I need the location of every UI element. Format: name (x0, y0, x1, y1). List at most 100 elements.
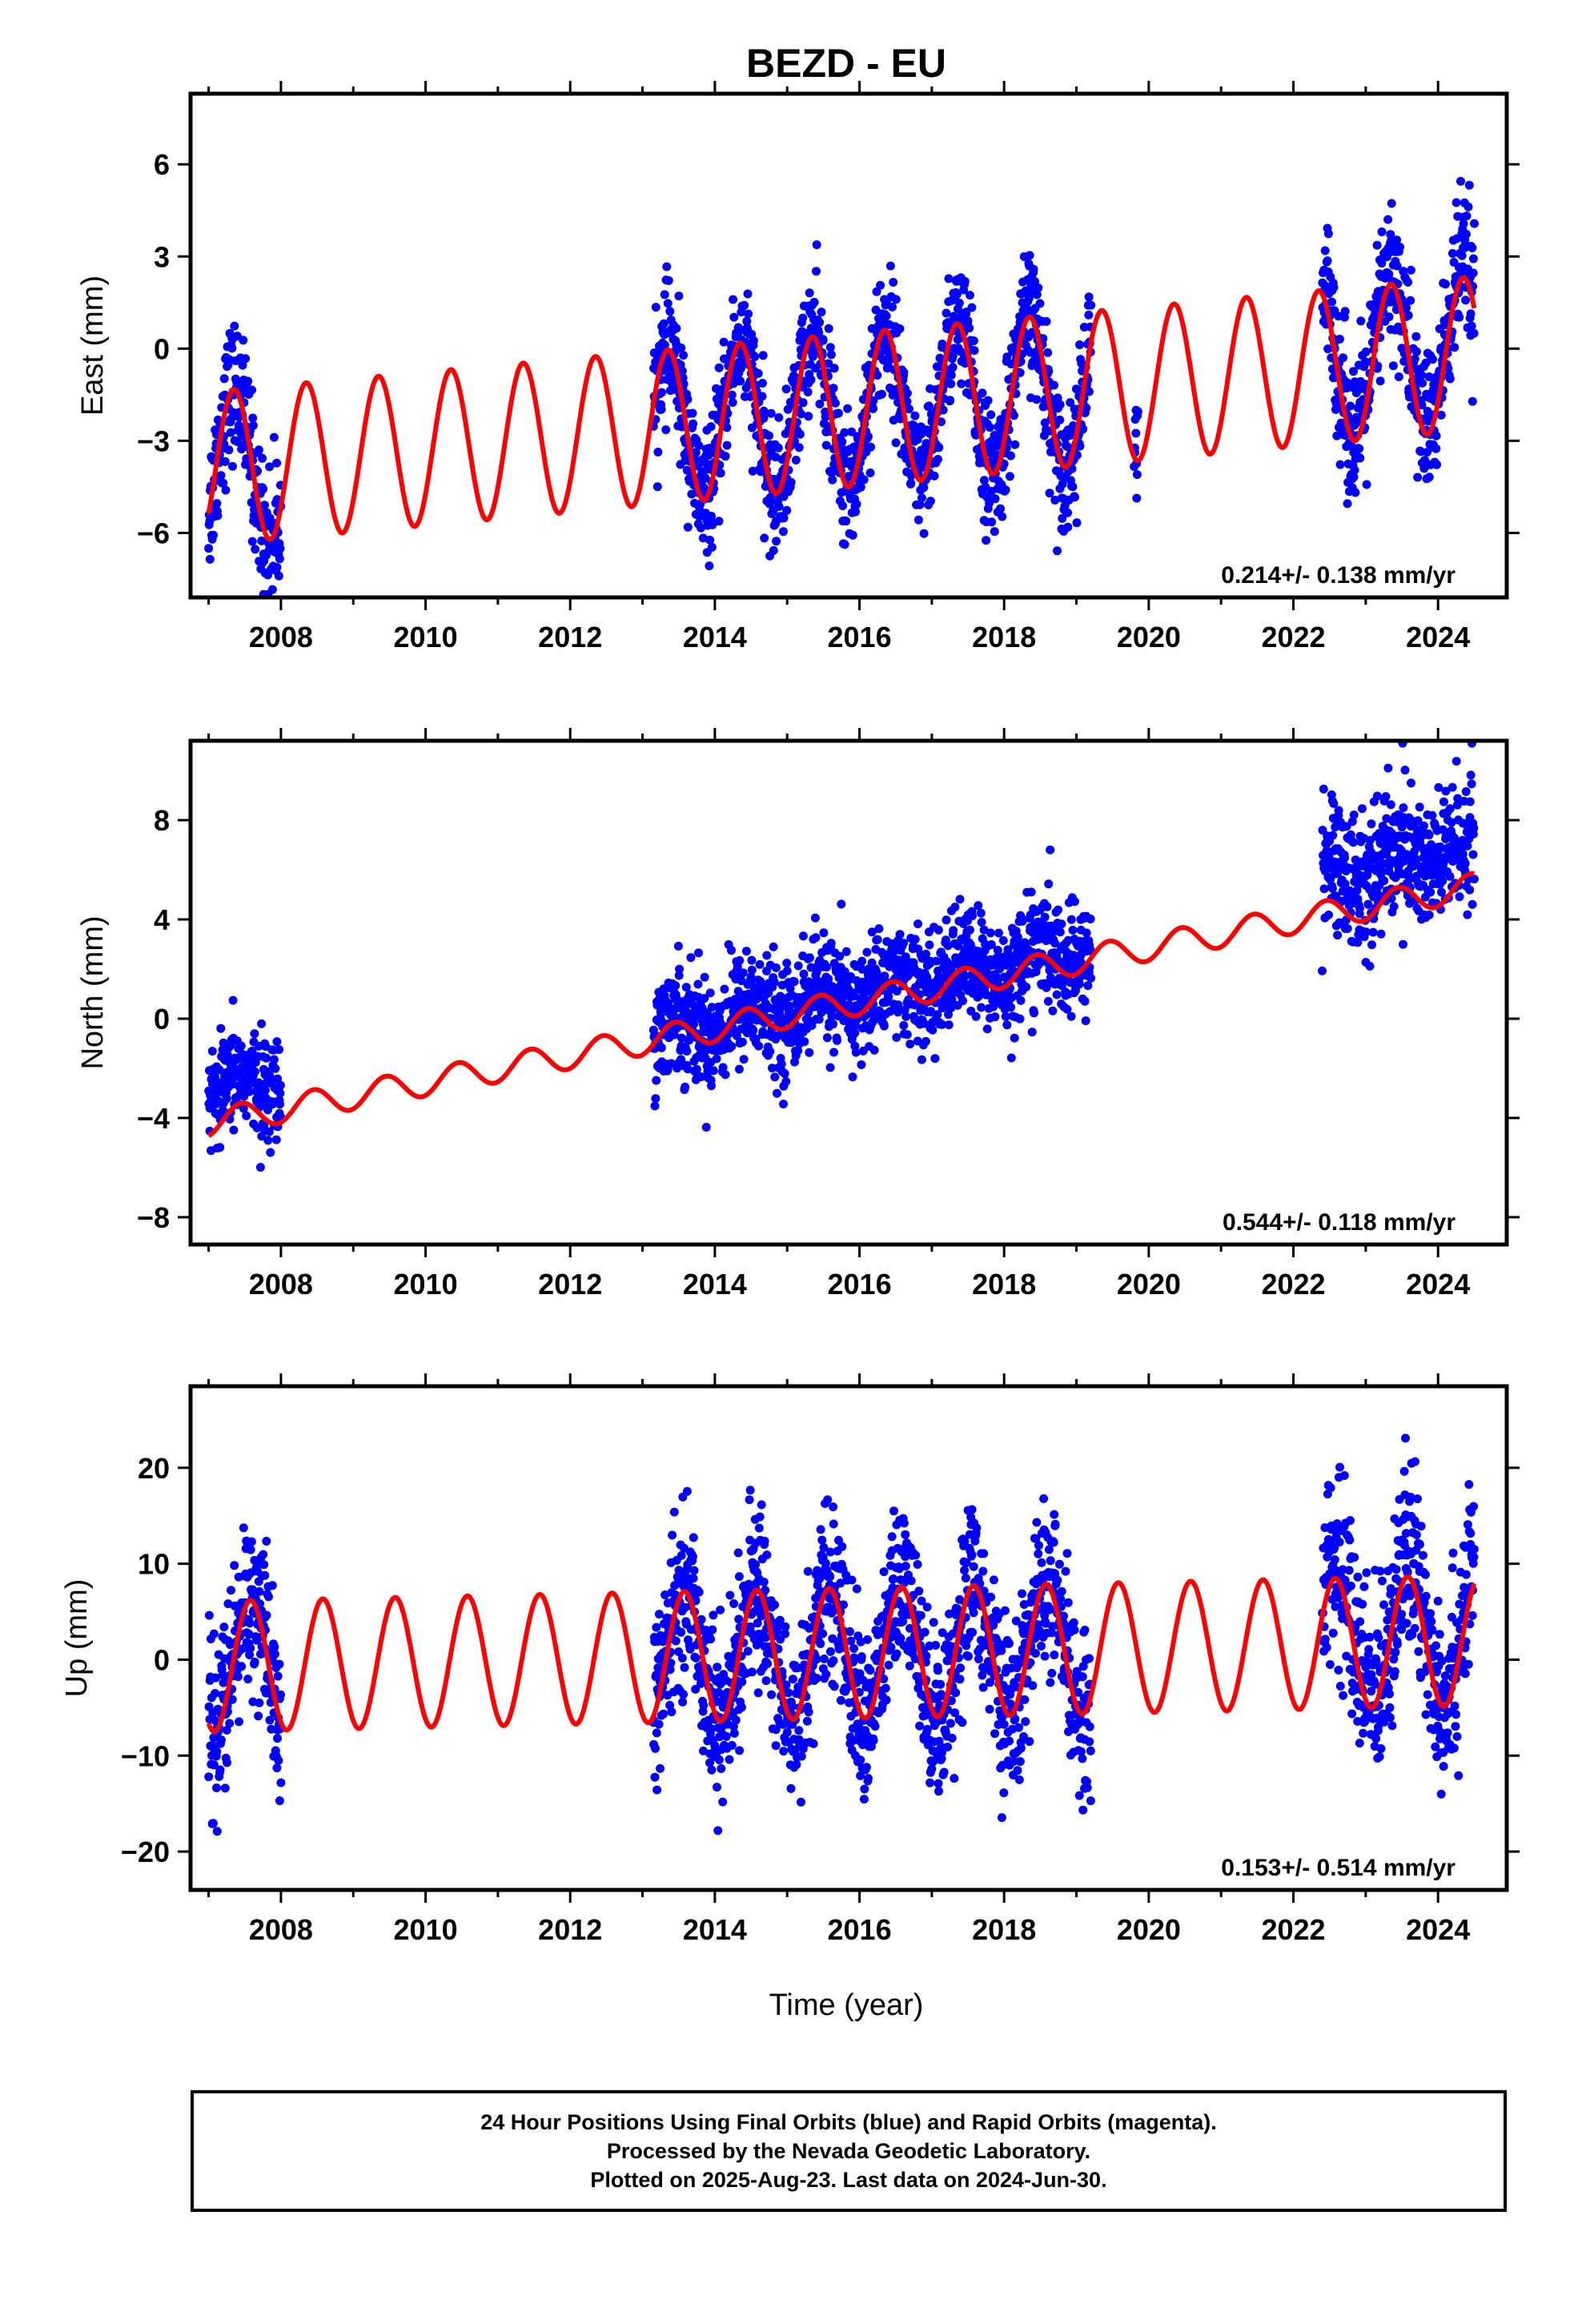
east-data-point (260, 501, 269, 510)
up-data-point (259, 1560, 269, 1570)
north-data-point (720, 984, 729, 994)
east-data-point (782, 505, 792, 515)
east-data-point (760, 533, 769, 543)
up-data-point (677, 1654, 687, 1663)
x-tick-label: 2014 (683, 621, 747, 653)
east-data-point (259, 485, 268, 494)
north-data-point (1340, 853, 1349, 862)
east-data-point (660, 340, 669, 350)
up-data-point (271, 1650, 279, 1659)
north-data-point (1055, 927, 1065, 937)
up-data-point (819, 1655, 829, 1663)
x-tick-label: 2020 (1117, 621, 1181, 653)
up-data-point (753, 1688, 763, 1698)
up-data-point (761, 1676, 771, 1686)
east-data-point (727, 390, 737, 400)
east-data-point (772, 537, 781, 546)
up-data-point (771, 1741, 781, 1751)
north-data-point (1348, 838, 1358, 847)
north-data-point (885, 1007, 895, 1016)
north-data-point (1357, 804, 1367, 814)
east-data-point (272, 495, 282, 505)
x-tick-label: 2024 (1406, 621, 1470, 653)
east-data-point (272, 563, 282, 572)
up-data-point (656, 1763, 665, 1773)
east-data-point (1132, 493, 1142, 503)
up-data-point (725, 1590, 735, 1600)
north-data-point (250, 1067, 259, 1076)
north-data-point (780, 1069, 789, 1079)
east-data-point (272, 458, 282, 468)
north-data-point (950, 903, 960, 912)
up-data-point (763, 1659, 773, 1668)
east-data-point (759, 406, 769, 416)
north-data-point (976, 908, 986, 918)
up-data-point (273, 1671, 283, 1681)
up-data-point (677, 1627, 686, 1637)
east-data-point (1132, 470, 1142, 480)
east-data-point (795, 429, 805, 439)
up-data-point (821, 1670, 831, 1679)
east-data-point (1411, 332, 1421, 341)
east-data-point (954, 299, 964, 308)
north-data-points (204, 738, 1479, 1172)
north-data-point (1381, 792, 1391, 802)
east-data-point (1340, 307, 1350, 316)
east-data-point (1010, 440, 1020, 449)
north-data-point (850, 1028, 860, 1038)
north-data-point (822, 1033, 832, 1043)
north-data-point (869, 1045, 879, 1055)
east-data-point (674, 292, 684, 301)
east-data-point (209, 530, 218, 540)
east-data-point (659, 319, 669, 328)
up-data-point (751, 1560, 761, 1570)
east-data-point (1395, 243, 1405, 251)
north-data-point (266, 1148, 275, 1157)
north-data-point (1415, 802, 1424, 812)
east-data-point (852, 500, 861, 509)
up-data-point (651, 1743, 661, 1753)
up-data-point (754, 1523, 764, 1533)
north-data-point (741, 947, 751, 956)
north-data-point (826, 939, 836, 948)
east-data-point (651, 303, 661, 312)
east-data-point (871, 305, 881, 315)
up-data-point (680, 1663, 689, 1672)
up-data-point (245, 1618, 255, 1628)
up-data-point (734, 1572, 744, 1582)
east-data-point (204, 544, 214, 553)
north-data-point (913, 919, 922, 929)
north-data-point (222, 1094, 231, 1104)
east-data-point (1006, 451, 1015, 460)
up-data-point (707, 1765, 717, 1775)
east-data-point (826, 350, 836, 360)
east-data-point (757, 392, 767, 401)
east-data-point (258, 453, 267, 463)
north-data-point (738, 968, 748, 978)
north-data-point (1452, 757, 1461, 766)
up-data-point (718, 1797, 728, 1807)
north-data-point (884, 992, 893, 1002)
east-data-point (986, 410, 996, 420)
north-data-point (673, 942, 683, 951)
north-data-point (707, 1081, 716, 1091)
east-data-point (699, 483, 709, 493)
east-data-point (1350, 465, 1359, 475)
east-data-point (1361, 347, 1371, 356)
east-data-point (841, 517, 851, 526)
east-data-point (765, 431, 773, 440)
north-data-point (755, 959, 765, 969)
north-data-point (671, 981, 681, 991)
east-data-point (847, 427, 857, 436)
east-data-point (1418, 378, 1427, 388)
north-rate-label: 0.544+/- 0.118 mm/yr (1223, 1209, 1456, 1236)
up-data-point (654, 1719, 664, 1729)
x-tick-label: 2018 (972, 1268, 1036, 1301)
north-data-point (1372, 791, 1382, 801)
north-data-point (895, 930, 905, 939)
chart-title: BEZD - EU (746, 41, 946, 86)
east-data-point (805, 288, 814, 298)
north-data-point (1319, 884, 1329, 894)
east-data-point (1320, 246, 1330, 255)
east-data-point (1001, 485, 1010, 495)
